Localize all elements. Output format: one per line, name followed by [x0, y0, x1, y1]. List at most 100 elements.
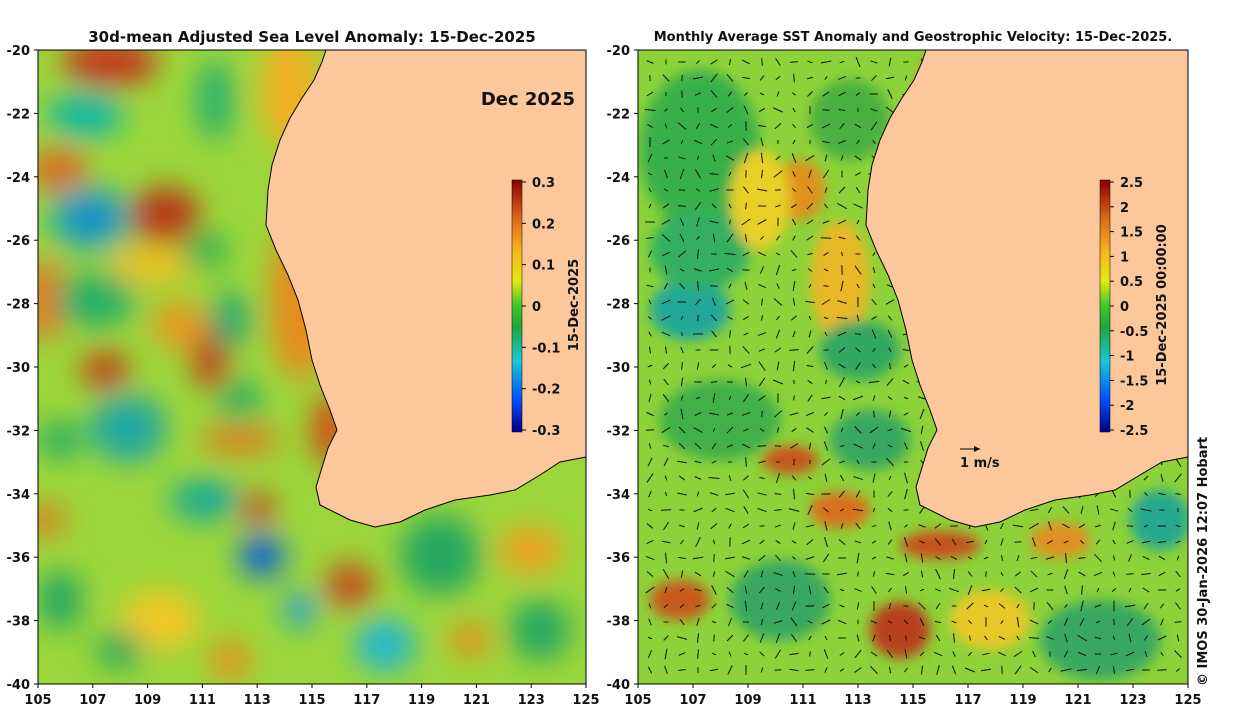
velocity-arrow — [793, 379, 795, 385]
velocity-arrow — [759, 651, 765, 657]
velocity-arrow — [824, 331, 828, 337]
velocity-arrow — [903, 537, 909, 547]
y-tick-label: -40 — [607, 678, 631, 693]
velocity-arrow — [790, 633, 798, 643]
velocity-arrow — [711, 203, 717, 209]
velocity-arrow — [679, 168, 685, 180]
velocity-arrow — [919, 506, 925, 514]
velocity-arrow — [1062, 523, 1070, 529]
velocity-arrow — [696, 60, 700, 64]
velocity-arrow — [678, 652, 686, 656]
velocity-arrow — [1142, 587, 1150, 593]
y-tick-label: -38 — [607, 615, 631, 630]
velocity-arrow — [744, 600, 748, 612]
velocity-arrow — [887, 89, 893, 99]
velocity-arrow — [1174, 621, 1182, 623]
velocity-arrow — [647, 649, 653, 659]
velocity-arrow — [679, 268, 685, 272]
velocity-arrow — [789, 668, 799, 672]
velocity-arrow — [904, 442, 908, 450]
velocity-arrow — [857, 571, 859, 577]
velocity-arrow — [1000, 620, 1004, 624]
velocity-arrow — [663, 282, 669, 290]
velocity-arrow — [663, 457, 669, 467]
velocity-arrow — [758, 377, 766, 387]
velocity-arrow — [1077, 634, 1087, 642]
velocity-arrow — [1176, 634, 1180, 642]
velocity-arrow — [917, 396, 927, 400]
velocity-arrow — [1143, 475, 1149, 481]
velocity-arrow — [821, 299, 831, 305]
velocity-arrow — [824, 361, 828, 371]
velocity-arrow — [888, 603, 892, 609]
velocity-arrow — [821, 619, 831, 625]
velocity-arrow — [788, 508, 800, 512]
velocity-arrow — [824, 635, 828, 641]
velocity-arrow — [823, 268, 829, 272]
velocity-arrow — [742, 76, 750, 80]
velocity-arrow — [839, 588, 845, 592]
velocity-arrow — [680, 408, 684, 420]
velocity-arrow — [902, 349, 910, 351]
colorbar-tick-label: 0 — [1120, 300, 1129, 315]
velocity-arrow — [950, 555, 958, 561]
velocity-arrow — [1079, 539, 1085, 545]
velocity-arrow — [1029, 666, 1039, 674]
velocity-arrow — [792, 107, 796, 113]
velocity-arrow — [712, 393, 716, 403]
velocity-arrow — [709, 492, 719, 496]
velocity-arrow — [837, 619, 847, 625]
velocity-arrow — [1080, 506, 1084, 514]
velocity-arrow — [1125, 651, 1135, 657]
velocity-arrow — [871, 329, 877, 339]
velocity-arrow — [693, 139, 703, 145]
velocity-arrow — [871, 586, 877, 594]
velocity-arrow — [726, 603, 734, 609]
velocity-arrow — [710, 380, 718, 384]
velocity-arrow — [664, 412, 668, 416]
velocity-arrow — [760, 152, 764, 164]
x-tick-label: 119 — [1009, 693, 1036, 708]
x-tick-label: 115 — [298, 693, 325, 708]
velocity-arrow — [887, 587, 893, 593]
velocity-arrow — [1013, 650, 1023, 658]
velocity-arrow — [662, 139, 670, 145]
velocity-arrow — [1000, 522, 1004, 530]
velocity-arrow — [791, 218, 797, 226]
velocity-arrow — [807, 379, 813, 385]
left-colorbar: 0.3 0.2 0.1 0 -0.1 -0.2 -0.3 15-Dec-2025 — [511, 176, 582, 439]
velocity-arrow — [969, 635, 971, 641]
velocity-arrow — [948, 587, 960, 593]
y-tick-label: -38 — [7, 615, 31, 630]
velocity-arrow — [839, 474, 845, 482]
velocity-arrow — [726, 74, 734, 82]
velocity-arrow — [855, 172, 861, 176]
x-tick-label: 121 — [463, 693, 490, 708]
y-tick-label: -40 — [7, 678, 31, 693]
velocity-arrow — [1112, 571, 1116, 577]
velocity-arrow — [806, 412, 814, 416]
velocity-arrow — [823, 203, 829, 209]
y-tick-label: -24 — [7, 171, 31, 186]
velocity-arrow — [648, 618, 652, 626]
velocity-arrow — [838, 490, 846, 498]
velocity-arrow — [1112, 539, 1116, 545]
x-tick-label: 121 — [1064, 693, 1091, 708]
velocity-arrow — [710, 90, 718, 98]
velocity-arrow — [725, 507, 735, 513]
velocity-arrow — [951, 665, 957, 675]
velocity-arrow — [838, 76, 846, 80]
velocity-arrow — [759, 477, 765, 479]
velocity-arrow — [1078, 556, 1086, 560]
colorbar-tick-label: -0.3 — [532, 424, 560, 439]
velocity-arrow — [726, 107, 734, 113]
velocity-arrow — [1110, 652, 1118, 656]
velocity-arrow — [773, 107, 783, 113]
velocity-arrow — [790, 61, 798, 63]
velocity-arrow — [662, 362, 670, 370]
velocity-arrow — [821, 396, 831, 400]
velocity-arrow — [822, 169, 830, 179]
velocity-arrow — [838, 347, 846, 353]
velocity-arrow — [792, 92, 796, 96]
velocity-arrow — [791, 475, 797, 481]
